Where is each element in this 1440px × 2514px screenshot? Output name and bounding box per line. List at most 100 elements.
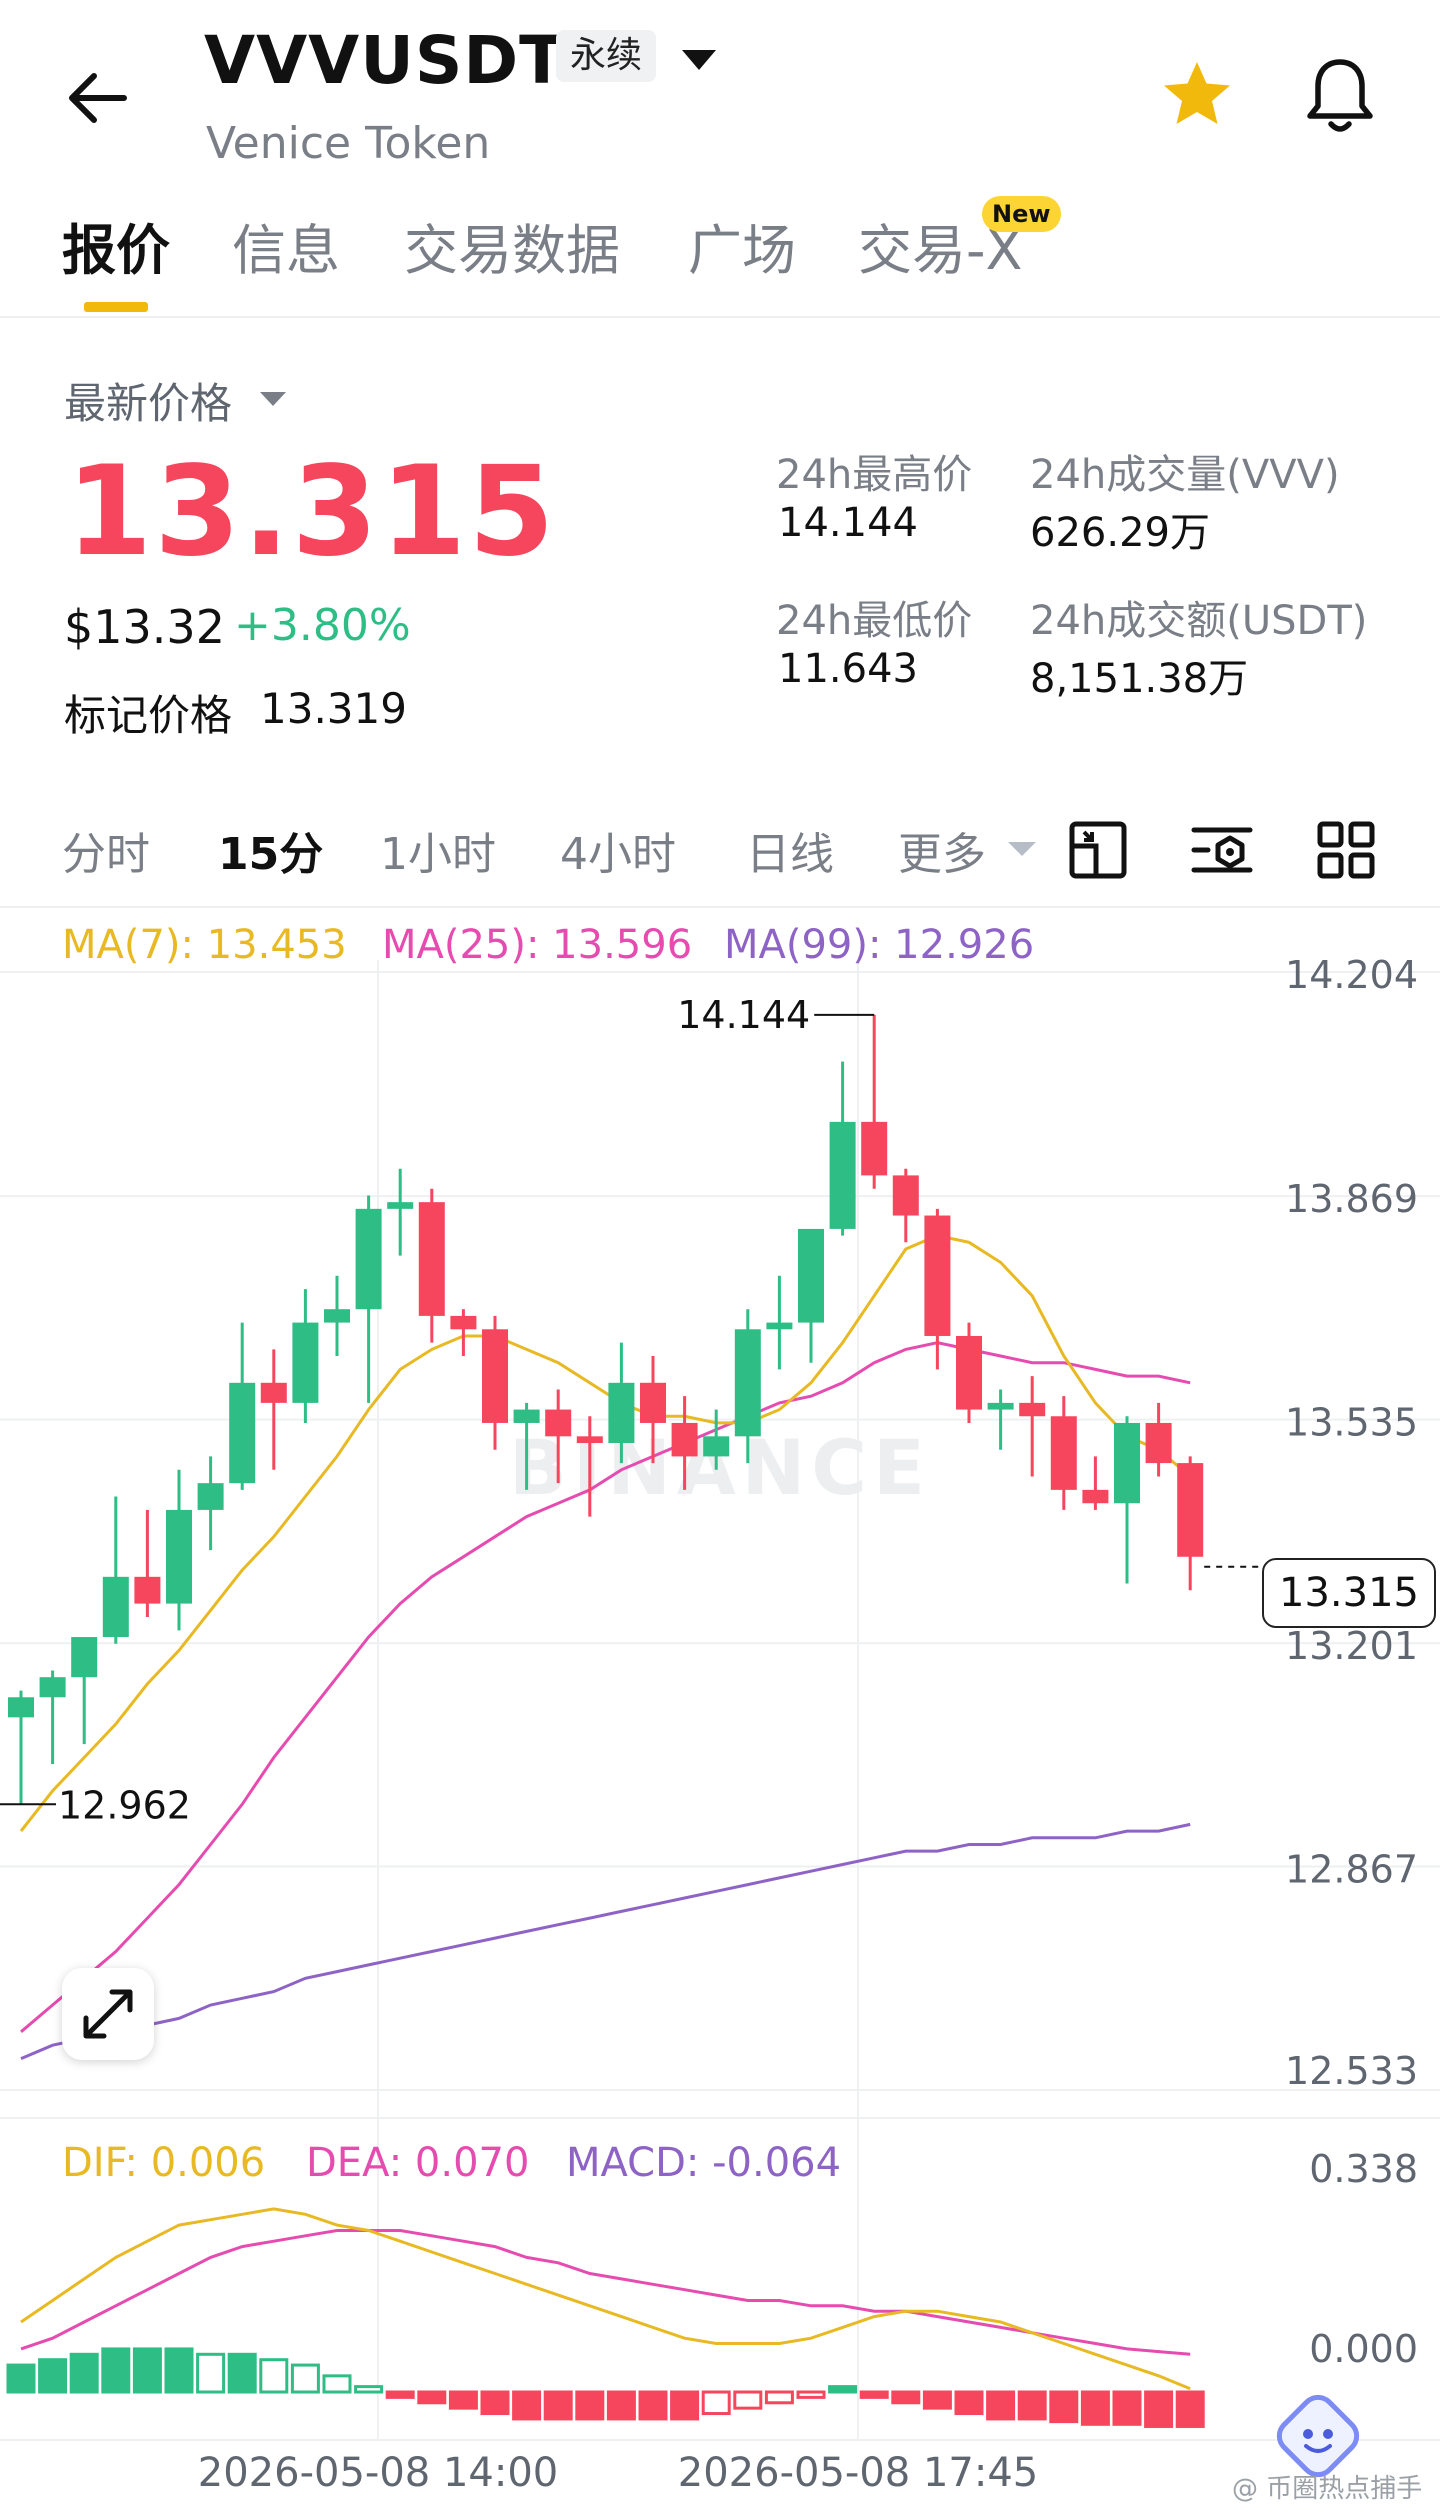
indicator-icon[interactable]	[1190, 818, 1254, 882]
timeframe-1h[interactable]: 1小时	[380, 829, 496, 880]
usd-price: $13.32	[64, 600, 225, 654]
star-icon[interactable]	[1158, 56, 1236, 134]
last-price: 13.315	[66, 440, 557, 584]
current-price-tag: 13.315	[1262, 1558, 1436, 1628]
tab-info[interactable]: 信息	[232, 219, 340, 282]
stat-24h-low-label: 24h最低价	[776, 598, 973, 644]
tab-trading-data[interactable]: 交易数据	[404, 219, 620, 282]
new-badge: New	[982, 196, 1061, 232]
timeframe-1d[interactable]: 日线	[746, 829, 834, 880]
stat-24h-low-value: 11.643	[778, 646, 918, 692]
candle-body	[798, 1228, 824, 1323]
macd-histogram-bar	[1049, 2390, 1079, 2424]
symbol-title[interactable]: VVVUSDT	[204, 22, 566, 99]
time-axis: 2026-05-08 14:00 2026-05-08 17:45	[198, 2450, 1038, 2496]
candle-body	[956, 1335, 982, 1410]
legend-macd: MACD: -0.064	[566, 2140, 842, 2186]
macd-histogram-bar	[859, 2390, 889, 2399]
price-axis-label: 13.869	[1285, 1177, 1418, 1221]
timeframe-more[interactable]: 更多	[898, 829, 986, 880]
candle-body	[166, 1509, 192, 1604]
stat-24h-volume-label: 24h成交量(VVV)	[1030, 452, 1340, 498]
macd-histogram-bar	[1017, 2390, 1047, 2421]
legend-ma99: MA(99): 12.926	[724, 922, 1035, 968]
candle-body	[703, 1436, 730, 1457]
back-arrow-icon[interactable]	[58, 58, 138, 138]
macd-histogram-bar	[1175, 2390, 1205, 2428]
assistant-mascot-icon[interactable]	[1268, 2386, 1368, 2486]
macd-histogram-bar	[796, 2390, 826, 2399]
macd-histogram-bar	[543, 2390, 573, 2421]
legend-dea: DEA: 0.070	[306, 2140, 530, 2186]
chevron-down-icon[interactable]	[1006, 838, 1038, 860]
dif-line	[20, 2207, 1191, 2391]
macd-histogram-bar	[132, 2347, 162, 2394]
price-axis-label: 14.204	[1285, 953, 1418, 997]
candle-body	[1114, 1422, 1140, 1504]
candle-body	[892, 1175, 919, 1216]
timeframe-4h[interactable]: 4小时	[560, 829, 676, 880]
candle-body	[640, 1382, 666, 1423]
candle-body	[829, 1121, 856, 1229]
candle-body	[671, 1422, 698, 1457]
mark-price-label: 标记价格	[64, 691, 233, 740]
macd-histogram-bar	[575, 2390, 605, 2421]
legend-ma25: MA(25): 13.596	[382, 922, 693, 968]
tab-quote[interactable]: 报价	[62, 219, 170, 282]
price-axis-label: 13.535	[1285, 1401, 1418, 1445]
chart-settings-icon[interactable]	[1066, 818, 1130, 882]
kline-chart[interactable]: BINANCE 14.20413.86913.53513.20112.86712…	[0, 912, 1440, 2514]
macd-histogram-bar	[828, 2385, 858, 2394]
macd-histogram-bar	[354, 2385, 384, 2394]
last-price-label[interactable]: 最新价格	[64, 379, 233, 428]
macd-histogram-bar	[764, 2390, 794, 2405]
time-axis-label: 2026-05-08 17:45	[678, 2450, 1038, 2496]
candle-body	[39, 1677, 66, 1698]
token-name: Venice Token	[206, 118, 491, 169]
macd-histogram-bar	[196, 2352, 226, 2394]
tab-square[interactable]: 广场	[688, 219, 796, 282]
stat-24h-volume-value: 626.29万	[1030, 510, 1210, 556]
price-change-percent: +3.80%	[234, 600, 411, 651]
timeframe-15m[interactable]: 15分	[218, 829, 324, 880]
grid-layout-icon[interactable]	[1314, 818, 1378, 882]
moving-average-lines	[19, 1234, 1192, 2060]
candle-body	[1019, 1402, 1046, 1417]
dropdown-caret-icon[interactable]	[676, 40, 722, 80]
macd-histogram-bar	[986, 2390, 1016, 2421]
macd-histogram-bar	[227, 2352, 257, 2394]
ma25-line	[20, 1341, 1191, 2033]
candle-body	[102, 1576, 129, 1638]
timeframe-time[interactable]: 分时	[62, 829, 150, 880]
stat-24h-high-label: 24h最高价	[776, 452, 973, 498]
macd-histogram-bar	[38, 2358, 68, 2394]
macd-histogram-bar	[1144, 2390, 1174, 2428]
candle-body	[513, 1409, 540, 1423]
macd-histogram-bar	[448, 2390, 478, 2410]
active-tab-indicator	[84, 302, 148, 312]
candle-body	[545, 1409, 572, 1437]
toolbar-divider	[0, 906, 1440, 908]
macd-histogram-bar	[733, 2390, 763, 2410]
candle-body	[260, 1382, 287, 1403]
stat-24h-amount-label: 24h成交额(USDT)	[1030, 598, 1368, 644]
chevron-down-icon[interactable]	[258, 388, 288, 410]
candle-body	[355, 1208, 382, 1310]
price-axis-label: 12.533	[1285, 2049, 1418, 2093]
time-axis-label: 2026-05-08 14:00	[198, 2450, 558, 2496]
candle-body	[8, 1697, 34, 1718]
candle-body	[387, 1202, 414, 1209]
macd-histogram-bar	[922, 2390, 952, 2410]
bell-icon[interactable]	[1300, 54, 1380, 138]
ma7-line	[19, 1234, 1192, 1833]
expand-icon[interactable]	[62, 1968, 154, 2060]
legend-dif: DIF: 0.006	[62, 2140, 266, 2186]
macd-histogram-bar	[954, 2390, 984, 2416]
candle-body	[229, 1382, 256, 1484]
macd-histogram-bar	[670, 2390, 700, 2421]
macd-histogram-bar	[164, 2347, 194, 2394]
macd-histogram-bar	[101, 2347, 131, 2394]
contract-type-badge: 永续	[556, 30, 657, 82]
candle-body	[1050, 1416, 1077, 1490]
candle-body	[71, 1637, 98, 1678]
